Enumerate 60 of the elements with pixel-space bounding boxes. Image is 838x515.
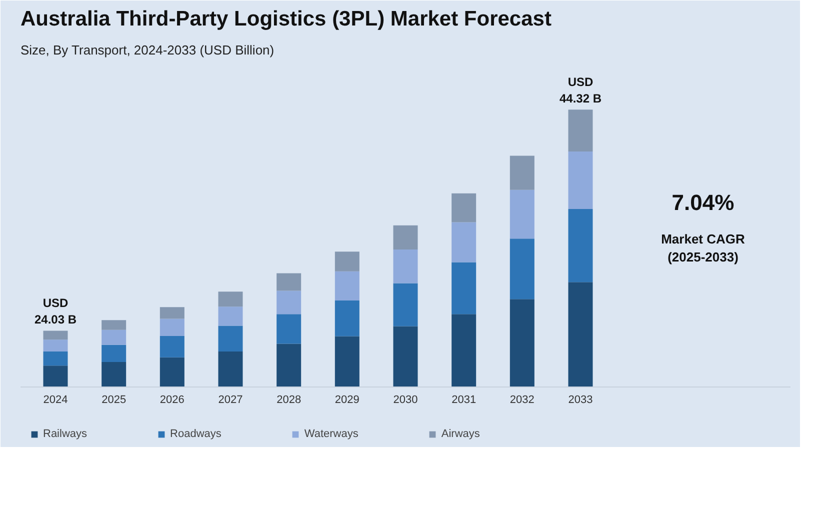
bar xyxy=(393,326,418,388)
text: 7.04% xyxy=(672,190,734,216)
bar xyxy=(452,193,476,222)
bar xyxy=(452,262,476,314)
x-tick-label: 2024 xyxy=(43,394,68,406)
legend-label: Airways xyxy=(441,428,480,440)
bar xyxy=(218,326,243,352)
x-tick-label: 2027 xyxy=(218,394,243,406)
bar xyxy=(160,357,184,388)
bar xyxy=(334,336,360,388)
bar xyxy=(510,299,534,388)
x-tick-label: 2032 xyxy=(510,394,534,406)
x-tick-label: 2028 xyxy=(276,394,302,406)
chart-subtitle: Size, By Transport, 2024-2033 (USD Billion) xyxy=(20,42,274,58)
annotation: USD 24.03 B xyxy=(34,296,77,327)
legend-label: Waterways xyxy=(304,428,358,440)
bar xyxy=(568,208,593,282)
x-tick-label: 2030 xyxy=(393,394,418,406)
bar xyxy=(393,225,418,250)
bar xyxy=(510,238,534,300)
legend-label: Railways xyxy=(43,428,88,440)
bar xyxy=(102,344,126,362)
bar xyxy=(43,330,68,340)
bar xyxy=(43,340,68,352)
x-tick-label: 2033 xyxy=(568,394,593,406)
bar xyxy=(452,222,476,262)
bar xyxy=(510,190,534,239)
x-tick-label: 2026 xyxy=(160,394,184,406)
x-tick-label: 2029 xyxy=(334,394,360,406)
bar xyxy=(452,314,476,388)
bar xyxy=(43,366,68,388)
bar xyxy=(160,318,184,336)
bar xyxy=(218,306,243,326)
bar xyxy=(568,282,593,388)
bar xyxy=(102,320,126,330)
bar xyxy=(102,362,126,388)
bar xyxy=(218,352,243,388)
bar xyxy=(334,252,360,272)
bar xyxy=(160,336,184,358)
text: Market CAGR (2025-2033) xyxy=(661,232,746,265)
bar xyxy=(276,314,302,344)
bar xyxy=(334,271,360,300)
legend-label: Roadways xyxy=(170,428,222,440)
bar xyxy=(276,344,302,388)
bar xyxy=(334,300,360,336)
bar xyxy=(568,110,593,152)
bar xyxy=(276,290,302,314)
bar xyxy=(393,283,418,326)
x-tick-label: 2031 xyxy=(452,394,476,406)
annotation: USD 44.32 B xyxy=(559,74,602,106)
bar xyxy=(160,307,184,319)
bar xyxy=(218,292,243,307)
bar xyxy=(568,152,593,209)
bar xyxy=(510,156,534,190)
bar xyxy=(43,352,68,366)
bar xyxy=(276,273,302,291)
bar xyxy=(102,330,126,345)
bar xyxy=(393,249,418,284)
x-tick-label: 2025 xyxy=(102,394,126,406)
chart-title: Australia Third-Party Logistics (3PL) Market Forecast xyxy=(20,8,552,30)
